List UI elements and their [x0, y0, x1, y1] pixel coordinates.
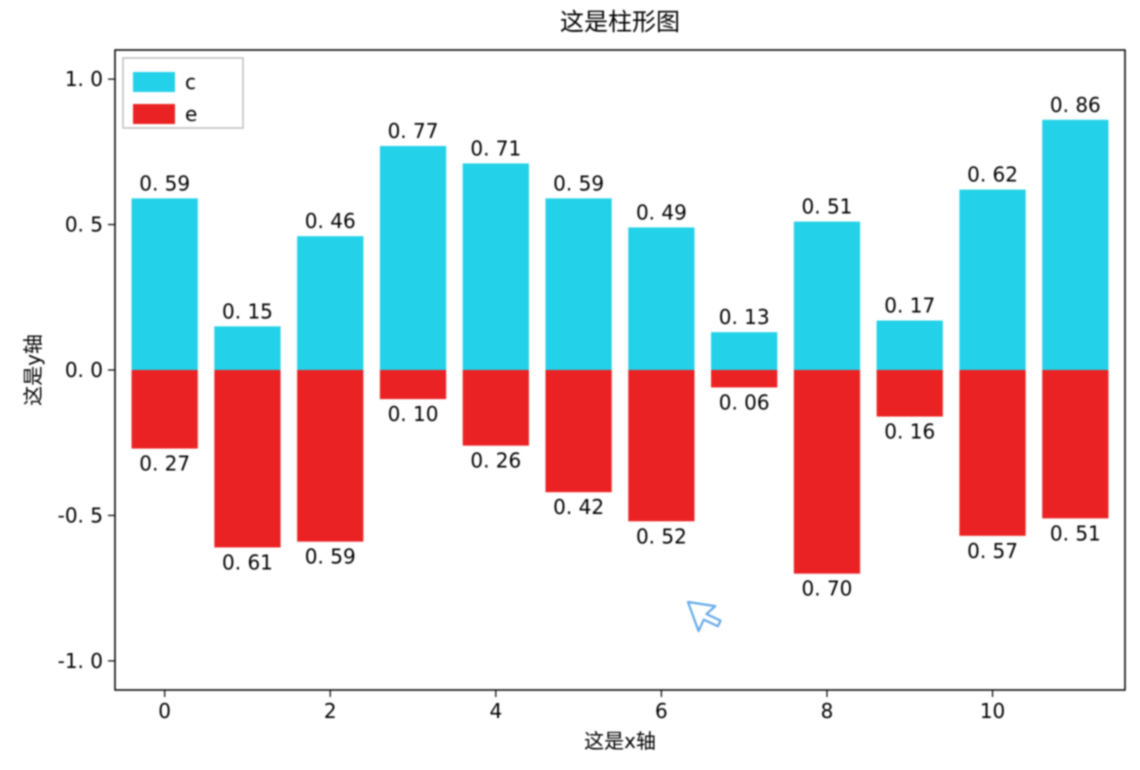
bar-c — [711, 332, 777, 370]
bar-c-value-label: 0. 62 — [967, 163, 1018, 187]
bar-c-value-label: 0. 17 — [884, 294, 935, 318]
y-tick-label: -1. 0 — [58, 649, 103, 673]
bar-e-value-label: 0. 16 — [884, 420, 935, 444]
bar-e-value-label: 0. 06 — [719, 390, 770, 414]
bar-e — [132, 370, 198, 449]
bar-e — [297, 370, 363, 542]
bar-e — [214, 370, 280, 547]
bar-c-value-label: 0. 46 — [305, 209, 356, 233]
bar-c-value-label: 0. 86 — [1050, 93, 1101, 117]
x-tick-label: 8 — [821, 699, 834, 723]
bar-e-value-label: 0. 61 — [222, 550, 273, 574]
bar-e-value-label: 0. 10 — [388, 402, 439, 426]
bar-e — [380, 370, 446, 399]
bar-c — [1042, 120, 1108, 370]
bar-c-value-label: 0. 71 — [470, 136, 521, 160]
bar-c — [545, 198, 611, 370]
bar-e — [959, 370, 1025, 536]
chart-svg: 这是柱形图 -1. 0 -0. 5 0. 0 0. 5 1. 0 0 2 4 6 8 10 这是x轴 这是… — [0, 0, 1140, 770]
legend-label: c — [185, 70, 196, 94]
bar-c — [877, 321, 943, 370]
bar-chart: 这是柱形图 -1. 0 -0. 5 0. 0 0. 5 1. 0 0 2 4 6 8 10 这是x轴 这是… — [0, 0, 1140, 770]
bar-e — [711, 370, 777, 387]
y-axis-label: 这是y轴 — [21, 334, 45, 406]
y-tick-label: 0. 5 — [65, 213, 103, 237]
y-tick-label: 1. 0 — [65, 67, 103, 91]
bar-e-value-label: 0. 51 — [1050, 521, 1101, 545]
bar-c-value-label: 0. 77 — [388, 119, 439, 143]
bar-c — [132, 198, 198, 370]
bar-c-value-label: 0. 59 — [553, 171, 604, 195]
legend-label: e — [185, 102, 197, 126]
bar-e — [545, 370, 611, 492]
bar-e — [463, 370, 529, 446]
bar-e-value-label: 0. 42 — [553, 495, 604, 519]
bar-e-value-label: 0. 27 — [139, 452, 190, 476]
bar-e-value-label: 0. 26 — [470, 449, 521, 473]
bar-c-value-label: 0. 51 — [802, 195, 853, 219]
bar-c — [794, 222, 860, 370]
bar-c — [959, 190, 1025, 370]
bar-c-value-label: 0. 13 — [719, 305, 770, 329]
x-axis-label: 这是x轴 — [584, 729, 656, 753]
bar-e-value-label: 0. 52 — [636, 524, 687, 548]
bar-c-value-label: 0. 15 — [222, 299, 273, 323]
bar-c — [463, 163, 529, 370]
y-tick-label: -0. 5 — [58, 503, 103, 527]
bar-e-value-label: 0. 59 — [305, 545, 356, 569]
bar-c — [297, 236, 363, 370]
bar-e — [1042, 370, 1108, 518]
x-tick-label: 4 — [489, 699, 502, 723]
chart-title: 这是柱形图 — [560, 8, 680, 36]
legend-swatch — [133, 104, 175, 124]
bar-c-value-label: 0. 59 — [139, 171, 190, 195]
bar-e — [877, 370, 943, 417]
x-tick-label: 6 — [655, 699, 668, 723]
bar-e — [794, 370, 860, 574]
bar-c — [380, 146, 446, 370]
x-tick-label: 2 — [324, 699, 337, 723]
y-tick-label: 0. 0 — [65, 358, 103, 382]
bar-c — [628, 227, 694, 370]
x-tick-label: 10 — [980, 699, 1005, 723]
x-tick-label: 0 — [158, 699, 171, 723]
bar-c-value-label: 0. 49 — [636, 200, 687, 224]
bar-e-value-label: 0. 70 — [802, 577, 853, 601]
bar-e — [628, 370, 694, 521]
legend-swatch — [133, 72, 175, 92]
bar-e-value-label: 0. 57 — [967, 539, 1018, 563]
bar-c — [214, 326, 280, 370]
